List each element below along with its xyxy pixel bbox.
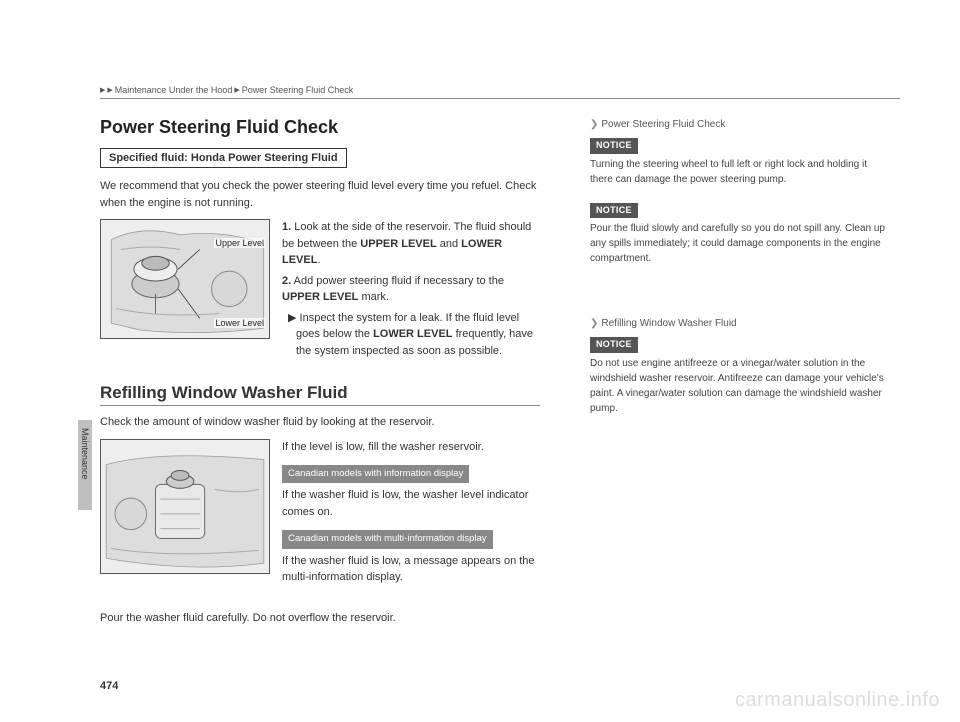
breadcrumb-seg: Maintenance Under the Hood: [115, 85, 233, 95]
step-number: 2.: [282, 275, 291, 287]
notice-text: Do not use engine antifreeze or a vinega…: [590, 356, 890, 416]
step-bold: UPPER LEVEL: [360, 238, 436, 250]
outro-text: Pour the washer fluid carefully. Do not …: [100, 610, 540, 627]
main-column: Power Steering Fluid Check Specified flu…: [100, 117, 540, 634]
notice-badge: NOTICE: [590, 337, 638, 353]
chevron-icon: ❯: [590, 117, 598, 132]
model-tag: Canadian models with information display: [282, 465, 469, 483]
side-title-text: Refilling Window Washer Fluid: [601, 316, 736, 331]
chapter-label: Maintenance: [80, 428, 90, 480]
reservoir-figure: Upper Level Lower Level: [100, 219, 270, 339]
step-text: Add power steering fluid if necessary to…: [294, 275, 504, 287]
section-title: Refilling Window Washer Fluid: [100, 383, 540, 406]
watermark: carmanualsonline.info: [735, 689, 940, 712]
spec-box: Specified fluid: Honda Power Steering Fl…: [100, 148, 347, 168]
chevron-icon: ▶: [107, 86, 112, 94]
step-text: mark.: [358, 291, 389, 303]
notice-text: Turning the steering wheel to full left …: [590, 157, 890, 187]
figure-label-upper: Upper Level: [214, 238, 265, 248]
page-content: ▶ ▶ Maintenance Under the Hood ▶ Power S…: [100, 85, 900, 634]
step-text: and: [437, 238, 461, 250]
body-text: If the washer fluid is low, a message ap…: [282, 553, 540, 586]
model-tag: Canadian models with multi-information d…: [282, 530, 493, 548]
washer-text: If the level is low, fill the washer res…: [282, 439, 540, 590]
step-bold: LOWER LEVEL: [373, 328, 452, 340]
side-title-text: Power Steering Fluid Check: [601, 117, 725, 132]
breadcrumb-seg: Power Steering Fluid Check: [242, 85, 354, 95]
figure-label-lower: Lower Level: [214, 318, 265, 328]
notice-badge: NOTICE: [590, 138, 638, 154]
steps: 1. Look at the side of the reservoir. Th…: [282, 219, 540, 363]
body-text: If the washer fluid is low, the washer l…: [282, 487, 540, 520]
step-bold: UPPER LEVEL: [282, 291, 358, 303]
step-text: .: [317, 254, 320, 266]
notice-text: Pour the fluid slowly and carefully so y…: [590, 221, 890, 266]
chevron-icon: ▶: [234, 86, 239, 94]
side-title: ❯ Refilling Window Washer Fluid: [590, 316, 890, 331]
page-number: 474: [100, 680, 118, 692]
chevron-icon: ❯: [590, 316, 598, 331]
notice-badge: NOTICE: [590, 203, 638, 219]
intro-text: Check the amount of window washer fluid …: [100, 414, 540, 431]
chevron-icon: ▶: [100, 86, 105, 94]
side-notes: ❯ Power Steering Fluid Check NOTICE Turn…: [590, 117, 890, 634]
breadcrumb: ▶ ▶ Maintenance Under the Hood ▶ Power S…: [100, 85, 900, 99]
section-title: Power Steering Fluid Check: [100, 117, 540, 138]
washer-figure: [100, 439, 270, 574]
body-text: If the level is low, fill the washer res…: [282, 439, 540, 456]
step-number: 1.: [282, 221, 291, 233]
intro-text: We recommend that you check the power st…: [100, 178, 540, 211]
bullet-icon: ▶: [288, 312, 296, 324]
side-title: ❯ Power Steering Fluid Check: [590, 117, 890, 132]
